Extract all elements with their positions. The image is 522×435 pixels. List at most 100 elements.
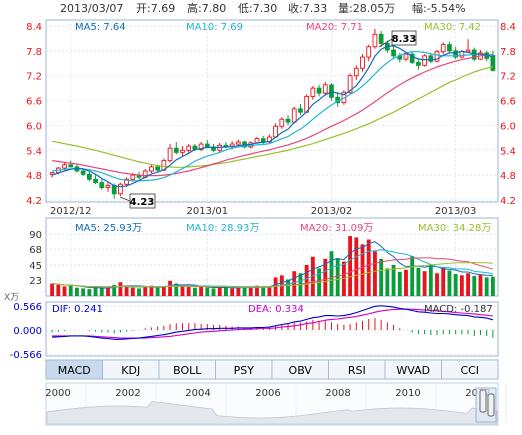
price-x-tick: 2013/01 — [187, 206, 229, 217]
volume-y-tick: 68 — [29, 245, 42, 256]
volume-bar — [410, 256, 415, 296]
volume-bar — [50, 283, 55, 296]
candle-body — [198, 143, 204, 150]
candle-body — [130, 174, 136, 180]
candle-body — [235, 141, 241, 145]
candle-body — [428, 55, 434, 62]
ma30-line — [51, 66, 494, 168]
volume-bar — [186, 287, 191, 296]
candle-body — [68, 164, 74, 168]
volume-bar — [422, 271, 427, 296]
price-x-tick: 2013/03 — [435, 206, 477, 217]
price-y-tick-left: 8.4 — [26, 22, 42, 33]
volume-bar — [348, 236, 353, 296]
price-x-tick: 2012/12 — [50, 206, 92, 217]
volume-bar — [267, 286, 272, 296]
price-ma-lines — [51, 45, 494, 188]
volume-bar — [230, 288, 235, 296]
header-volume: 量:28.05万 — [338, 2, 395, 15]
candle-body — [180, 149, 185, 153]
dea-line — [52, 308, 493, 339]
candle-body — [291, 108, 297, 123]
volume-bar — [242, 286, 247, 296]
tab-label: MACD — [58, 364, 91, 377]
candle-body — [490, 54, 496, 71]
vol-ma10-line — [52, 249, 493, 288]
volume-bar — [75, 287, 79, 296]
volume-bar — [118, 282, 123, 296]
tab-label: KDJ — [121, 364, 140, 377]
candle-body — [173, 147, 179, 153]
price-y-tick-right: 7.8 — [500, 47, 516, 58]
price-y-tick-right: 6.6 — [500, 97, 516, 108]
candle-body — [409, 53, 415, 63]
volume-bar — [373, 251, 377, 296]
high-annotation-box — [391, 30, 417, 46]
volume-y-ticks: 90 68 45 23 — [29, 230, 42, 287]
volume-bar — [149, 285, 154, 296]
volume-panel-frame — [45, 217, 499, 297]
timeline-left-handle[interactable] — [479, 389, 487, 413]
candle-body — [285, 118, 291, 123]
price-y-tick-left: 4.8 — [26, 171, 42, 182]
price-y-tick-left: 4.2 — [26, 196, 42, 207]
volume-bar — [199, 286, 204, 296]
macd-y-tick: 0.000 — [13, 326, 42, 337]
volume-bar — [224, 287, 228, 296]
volume-bar — [366, 239, 371, 296]
volume-bar — [87, 289, 92, 296]
candle-body — [204, 143, 210, 148]
candle-body — [273, 125, 278, 138]
volume-bar — [310, 256, 315, 296]
candle-body — [118, 183, 123, 195]
timeline-year: 2004 — [185, 388, 210, 399]
timeline-year: 2010 — [395, 388, 420, 399]
candle-body — [347, 75, 353, 93]
volume-bar — [335, 258, 340, 296]
volume-bar — [428, 265, 433, 296]
volume-bars — [50, 236, 495, 296]
price-y-tick-right: 8.4 — [500, 22, 516, 33]
volume-y-tick: 45 — [29, 261, 42, 272]
volume-bar — [385, 268, 390, 296]
macd-y-tick: 0.566 — [13, 302, 42, 313]
volume-bar — [99, 287, 104, 296]
header-date: 2013/03/07 — [60, 2, 123, 15]
vol-ma20-line — [52, 257, 494, 288]
tab-cci[interactable] — [441, 359, 499, 380]
header-change: 幅:-5.54% — [412, 2, 466, 15]
volume-bar — [435, 273, 439, 296]
candle-body — [105, 185, 111, 189]
price-y-tick-left: 7.8 — [26, 47, 42, 58]
tab-label: OBV — [289, 364, 313, 377]
candle-body — [459, 51, 465, 58]
candle-body — [49, 172, 55, 175]
volume-bar — [62, 286, 67, 296]
candle-body — [149, 166, 154, 172]
header-close: 收:7.33 — [288, 1, 327, 15]
macd-grid — [46, 305, 498, 355]
volume-bar — [124, 286, 129, 296]
price-y-ticks: 8.4 8.4 7.8 7.8 7.2 7.2 6.6 6.6 6.0 6.0 5.4 5.4 4.8 4… — [26, 22, 516, 207]
macd-panel-frame — [45, 301, 499, 357]
candle-body — [99, 182, 105, 189]
volume-bar — [391, 265, 396, 296]
candle-body — [453, 50, 459, 58]
candle-body — [416, 62, 421, 66]
candle-body — [62, 164, 67, 169]
volume-bar — [397, 271, 402, 296]
volume-bar — [155, 287, 160, 296]
timeline-year: 2002 — [115, 388, 140, 399]
volume-bar — [81, 288, 86, 296]
volume-bar — [161, 286, 166, 296]
timeline-right-handle[interactable] — [487, 393, 495, 417]
volume-bar — [192, 287, 197, 296]
volume-bar — [130, 287, 135, 296]
header-low: 低:7.30 — [238, 2, 277, 15]
volume-bar — [143, 287, 148, 296]
candle-body — [422, 55, 427, 66]
candle-body — [223, 144, 229, 147]
tab-label: RSI — [348, 364, 366, 377]
candle-body — [124, 178, 129, 185]
